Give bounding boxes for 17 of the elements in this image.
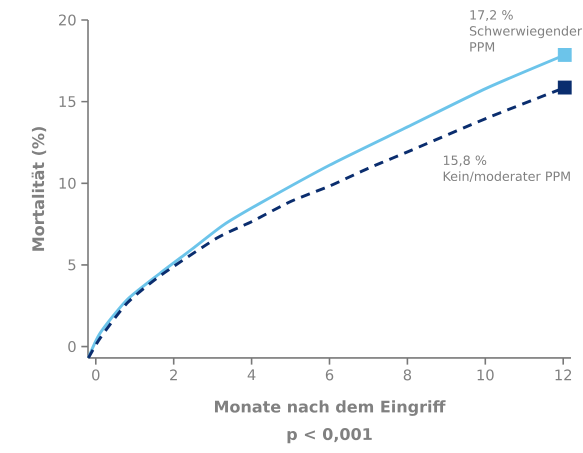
- y-tick-label: 20: [59, 14, 76, 26]
- x-tick-label: 12: [555, 369, 572, 380]
- x-tick-label: 10: [478, 369, 494, 380]
- y-tick-label: 15: [60, 96, 76, 108]
- y-tick-label: 0: [68, 341, 76, 352]
- annotation: 15,8 % Kein/moderater PPM: [444, 155, 570, 182]
- text: p < 0,001: [288, 428, 372, 444]
- y-axis-title: Mortalität (%): [32, 127, 46, 251]
- annotation: 17,2 % Schwerwiegender PPM: [470, 10, 582, 52]
- x-axis-title: Monate nach dem Eingriff: [214, 400, 446, 416]
- y-tick-label: 10: [60, 178, 76, 189]
- x-tick-label: 2: [170, 369, 177, 380]
- x-tick-label: 0: [92, 369, 100, 380]
- x-tick-label: 6: [326, 369, 334, 380]
- x-tick-label: 8: [404, 369, 412, 380]
- y-tick-label: 5: [68, 259, 76, 270]
- x-tick-label: 4: [248, 369, 256, 380]
